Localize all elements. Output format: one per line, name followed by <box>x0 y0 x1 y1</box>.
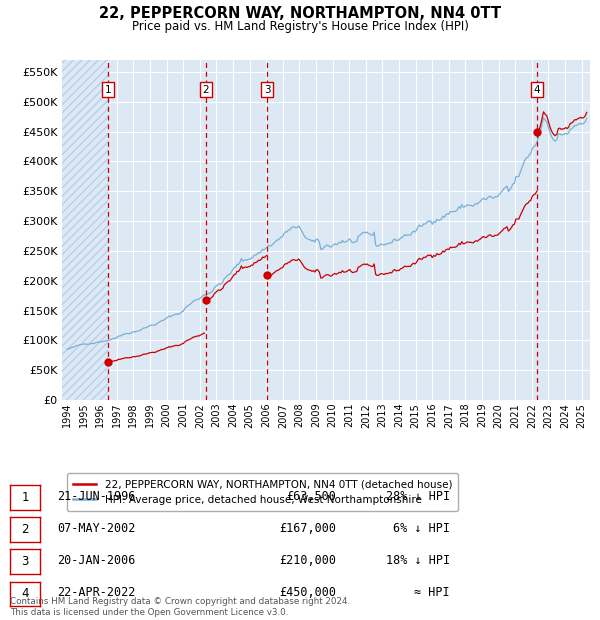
Text: 20-JAN-2006: 20-JAN-2006 <box>57 554 136 567</box>
Text: 1: 1 <box>21 491 29 503</box>
Text: 2: 2 <box>21 523 29 536</box>
Text: £450,000: £450,000 <box>279 587 336 599</box>
Text: 3: 3 <box>264 85 271 95</box>
Text: £167,000: £167,000 <box>279 522 336 534</box>
Text: 07-MAY-2002: 07-MAY-2002 <box>57 522 136 534</box>
Text: ≈ HPI: ≈ HPI <box>415 587 450 599</box>
Text: Contains HM Land Registry data © Crown copyright and database right 2024.
This d: Contains HM Land Registry data © Crown c… <box>10 598 350 617</box>
Legend: 22, PEPPERCORN WAY, NORTHAMPTON, NN4 0TT (detached house), HPI: Average price, d: 22, PEPPERCORN WAY, NORTHAMPTON, NN4 0TT… <box>67 473 458 511</box>
Text: £63,500: £63,500 <box>286 490 336 502</box>
Text: 6% ↓ HPI: 6% ↓ HPI <box>393 522 450 534</box>
Text: 28% ↓ HPI: 28% ↓ HPI <box>386 490 450 502</box>
Text: 3: 3 <box>22 556 29 568</box>
Text: 22-APR-2022: 22-APR-2022 <box>57 587 136 599</box>
Text: Price paid vs. HM Land Registry's House Price Index (HPI): Price paid vs. HM Land Registry's House … <box>131 20 469 33</box>
Text: 21-JUN-1996: 21-JUN-1996 <box>57 490 136 502</box>
Text: 4: 4 <box>21 588 29 600</box>
Text: 1: 1 <box>104 85 112 95</box>
Text: 22, PEPPERCORN WAY, NORTHAMPTON, NN4 0TT: 22, PEPPERCORN WAY, NORTHAMPTON, NN4 0TT <box>99 6 501 21</box>
Bar <box>62 60 108 400</box>
Text: 2: 2 <box>202 85 209 95</box>
Text: £210,000: £210,000 <box>279 554 336 567</box>
Text: 4: 4 <box>534 85 541 95</box>
Text: 18% ↓ HPI: 18% ↓ HPI <box>386 554 450 567</box>
